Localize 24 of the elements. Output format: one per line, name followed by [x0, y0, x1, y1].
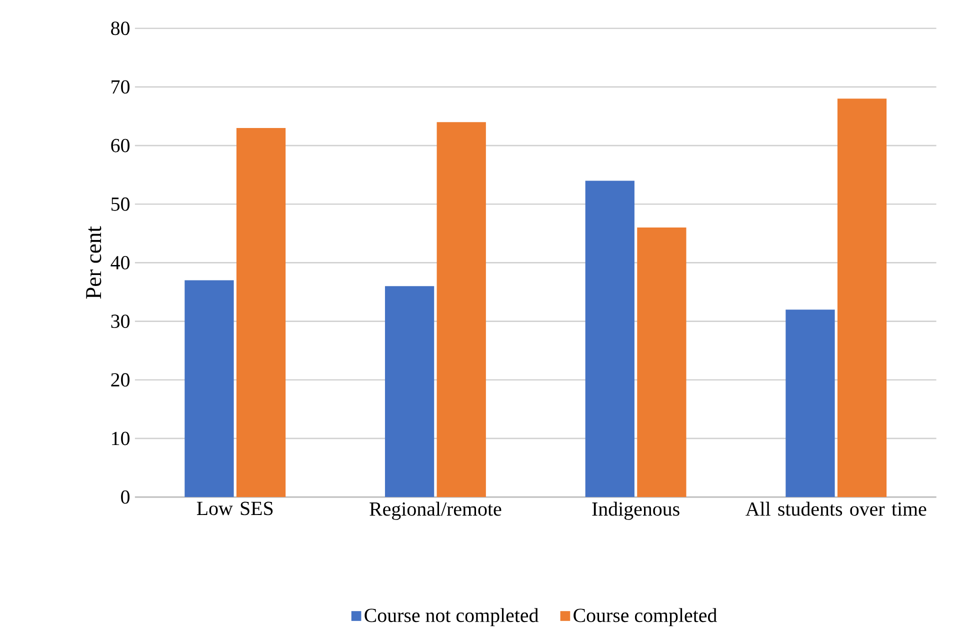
x-tick-label: Regional/remote [370, 502, 502, 520]
legend-label: Course not completed [364, 608, 539, 626]
y-tick-label: 80 [111, 22, 130, 35]
y-tick-label: 20 [111, 373, 130, 386]
y-tick-label: 10 [112, 432, 130, 446]
bar [236, 128, 286, 497]
x-tick-label: All students over time [746, 502, 926, 516]
y-tick-label: 60 [111, 138, 130, 152]
bar [436, 122, 486, 497]
bar [384, 286, 434, 497]
legend-label: Course completed [574, 608, 717, 626]
bar [184, 280, 234, 497]
y-tick-label: 70 [112, 80, 130, 94]
y-axis-title: Per cent [86, 226, 102, 299]
y-tick-label: 50 [111, 197, 130, 211]
bar [837, 98, 887, 497]
y-tick-label: 0 [121, 490, 130, 504]
y-tick-label: 40 [110, 256, 130, 270]
bar [585, 180, 634, 497]
y-tick-label: 30 [111, 314, 130, 328]
bar [786, 309, 835, 497]
bar [637, 227, 686, 497]
x-tick-label: Low SES [196, 502, 273, 516]
x-tick-label: Indigenous [592, 502, 680, 520]
